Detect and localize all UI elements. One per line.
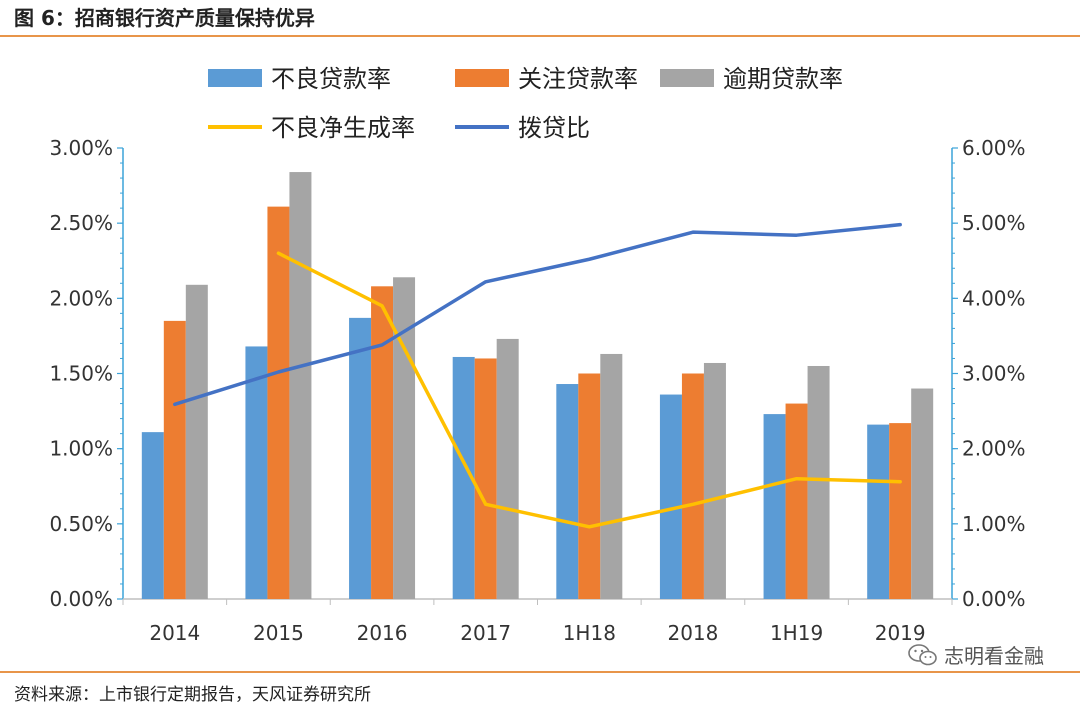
- bar-3: [185, 284, 208, 599]
- right-tick-label: 3.00%: [962, 362, 1026, 386]
- x-tick-label: 2015: [253, 621, 304, 645]
- bar-1: [245, 346, 268, 599]
- bar-1: [867, 424, 890, 599]
- x-tick-label: 2019: [875, 621, 926, 645]
- left-tick-label: 1.00%: [49, 437, 113, 461]
- legend-swatch-1: [208, 69, 262, 87]
- right-tick-label: 1.00%: [962, 512, 1026, 536]
- x-tick-label: 2016: [357, 621, 408, 645]
- series-line-2: [173, 222, 902, 407]
- x-tick-label: 1H18: [563, 621, 616, 645]
- watermark: 志明看金融: [908, 640, 1044, 669]
- top-divider: [0, 35, 1080, 37]
- left-tick-label: 0.50%: [49, 512, 113, 536]
- legend-label-4: 不良净生成率: [271, 114, 415, 142]
- left-tick-label: 0.00%: [49, 587, 113, 611]
- wechat-icon: [908, 643, 937, 665]
- bar-2: [889, 423, 912, 599]
- bar-2: [163, 320, 186, 599]
- bar-3: [807, 365, 830, 599]
- left-tick-label: 2.50%: [49, 211, 113, 235]
- bar-1: [452, 356, 475, 599]
- left-tick-label: 2.00%: [49, 286, 113, 310]
- legend-label-1: 不良贷款率: [271, 65, 391, 93]
- left-tick-label: 1.50%: [49, 362, 113, 386]
- bar-1: [659, 394, 682, 599]
- x-tick-label: 1H19: [770, 621, 823, 645]
- bar-3: [496, 338, 519, 599]
- legend-swatch-2: [455, 69, 509, 87]
- legend-label-5: 拨贷比: [518, 114, 590, 142]
- legend-label-2: 关注贷款率: [518, 65, 638, 93]
- bar-2: [578, 373, 601, 599]
- right-tick-label: 5.00%: [962, 211, 1026, 235]
- bar-2: [785, 403, 808, 599]
- bar-1: [763, 414, 786, 599]
- bar-3: [289, 172, 312, 599]
- source-note: 资料来源：上市银行定期报告，天风证券研究所: [14, 685, 371, 705]
- x-tick-label: 2014: [149, 621, 200, 645]
- bar-1: [141, 432, 164, 599]
- bar-3: [600, 353, 623, 599]
- figure-title: 图 6：招商银行资产质量保持优异: [14, 6, 315, 30]
- series-line-1: [276, 251, 902, 529]
- watermark-text: 志明看金融: [944, 644, 1044, 668]
- bottom-divider: [0, 671, 1080, 673]
- right-tick-label: 0.00%: [962, 587, 1026, 611]
- right-tick-label: 6.00%: [962, 136, 1026, 160]
- bar-2: [267, 206, 290, 599]
- bar-1: [349, 317, 372, 599]
- bar-3: [911, 388, 934, 599]
- x-tick-label: 2018: [667, 621, 718, 645]
- bar-2: [371, 286, 394, 599]
- legend-label-3: 逾期贷款率: [723, 65, 843, 93]
- legend-swatch-3: [660, 69, 714, 87]
- bar-1: [556, 384, 579, 599]
- bar-2: [474, 358, 497, 599]
- right-tick-label: 2.00%: [962, 437, 1026, 461]
- bar-3: [703, 362, 726, 599]
- x-tick-label: 2017: [460, 621, 511, 645]
- bar-2: [681, 373, 704, 599]
- left-tick-label: 3.00%: [49, 136, 113, 160]
- right-tick-label: 4.00%: [962, 286, 1026, 310]
